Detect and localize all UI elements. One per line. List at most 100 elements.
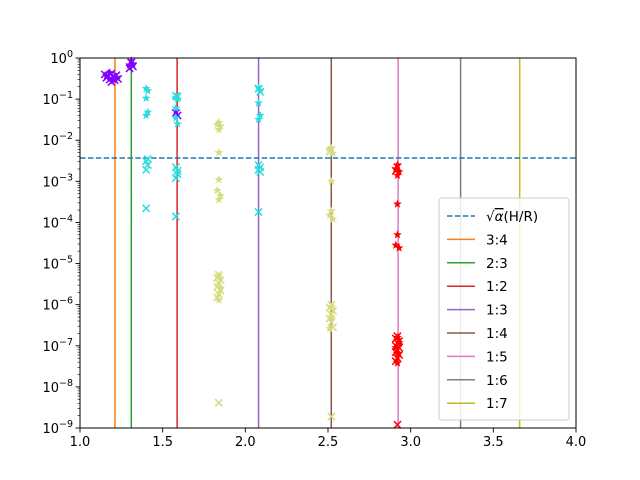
point-star [171,103,181,112]
point-star [326,143,336,152]
y-tick-label: 100 [50,49,73,67]
point-star [326,176,336,186]
point-star [143,107,153,116]
point-x [171,173,181,183]
point-star [393,348,402,358]
point-x [393,420,402,429]
point-x [173,166,182,175]
point-star [328,214,338,223]
point-star [255,110,265,120]
point-star [393,230,402,239]
x-tick-label: 3.0 [400,435,421,450]
point-x [214,398,224,407]
point-star [393,160,402,169]
x-tick-label: 1.5 [152,435,173,450]
point-x [143,154,152,164]
point-star [141,93,151,102]
y-tick-label: 10−1 [42,90,73,108]
axes: 1.0 1.5 2.0 2.5 3.0 3.5 4.0 100 10−1 10−2 10−3 10−4… [42,49,586,450]
y-tick-label: 10−2 [42,131,73,149]
point-star [391,164,401,173]
x-tick-label: 2.5 [318,435,339,450]
point-star [171,106,181,116]
point-star [254,98,263,107]
point-x [256,163,265,172]
point-star [214,194,224,204]
point-star [393,332,402,342]
point-star [393,358,402,367]
point-star [326,312,336,321]
point-star [216,121,225,130]
point-star [325,210,335,219]
point-star [214,148,224,157]
y-tick-label: 10−7 [42,337,73,355]
legend-label: √α(H/R) [486,209,538,225]
point-star [255,86,265,95]
legend-label: 1:2 [486,279,508,295]
point-x [254,207,263,217]
legend-label: 1:3 [486,303,508,319]
point-star [105,68,115,77]
x-tick-label: 1.0 [70,435,91,450]
legend: √α(H/R) 3:4 2:3 1:2 1:3 1:4 1:5 1:6 1:7 [438,197,570,421]
point-star [394,167,404,176]
scatter-points [100,56,404,429]
point-x [171,212,181,221]
point-star [212,119,222,129]
point-star [325,144,335,154]
point-star [214,175,224,184]
y-tick-label: 10−5 [42,255,73,273]
point-star [171,92,181,102]
point-star [394,243,404,252]
point-star [102,71,111,80]
legend-label: 1:5 [486,349,508,365]
point-star [212,185,222,195]
x-tick-label: 4.0 [566,435,587,450]
legend-label: 1:6 [486,373,508,389]
point-star [214,117,224,127]
x-tick-label: 3.5 [483,435,504,450]
point-star [216,190,225,200]
legend-label: 3:4 [486,232,508,248]
point-star [173,94,182,103]
point-x [142,204,151,213]
y-tick-label: 10−6 [42,296,73,314]
point-star [214,295,224,304]
point-x [143,160,152,170]
point-star [254,83,263,92]
point-star [214,271,224,280]
point-x [327,412,336,421]
point-star [391,240,401,249]
point-star [254,114,263,124]
point-star [112,72,121,81]
point-star [393,199,402,208]
point-star [391,343,401,352]
point-star [141,110,151,120]
y-tick-label: 10−3 [42,172,73,190]
x-tick-label: 2.0 [235,435,256,450]
point-star [326,206,336,215]
point-star [328,148,338,158]
point-star [125,60,134,69]
point-star [325,324,335,333]
y-tick-label: 10−4 [42,213,73,231]
point-x [142,165,151,175]
point-star [108,74,118,84]
legend-label: 1:4 [486,326,508,342]
point-star [326,301,336,311]
legend-label: 1:7 [486,396,508,412]
y-tick-label: 10−8 [42,378,73,396]
point-star [173,119,182,128]
y-tick-label: 10−9 [42,419,73,437]
point-star [143,86,153,95]
point-star [214,125,224,134]
point-star [141,84,151,93]
legend-label: 2:3 [486,256,508,272]
point-star [171,113,181,122]
point-star [128,59,138,68]
point-star [216,283,225,293]
legend-box [438,197,570,421]
point-star [393,170,402,180]
point-star [394,337,404,347]
